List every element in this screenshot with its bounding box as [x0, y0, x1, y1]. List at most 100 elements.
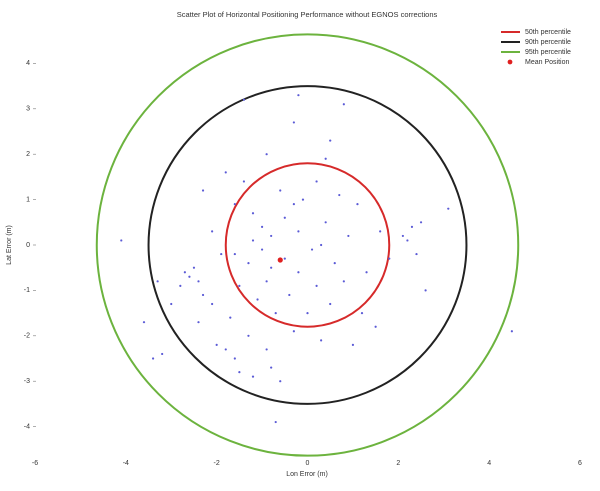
point	[270, 234, 273, 238]
point	[229, 316, 232, 319]
point	[510, 330, 513, 333]
y-tick-label: -2	[24, 333, 30, 340]
y-tick-label: 0	[26, 242, 30, 249]
y-tick-label: -4	[24, 423, 30, 430]
point	[247, 334, 250, 337]
point	[288, 293, 291, 297]
legend-label: 50th percentile	[525, 29, 571, 36]
point	[283, 216, 286, 219]
point	[211, 230, 214, 233]
point	[247, 262, 250, 265]
point	[251, 375, 255, 378]
y-tick-label: 1	[26, 196, 30, 203]
point	[242, 98, 246, 101]
y-tick-label: -1	[24, 287, 30, 294]
point	[374, 325, 377, 328]
point	[320, 339, 323, 342]
point	[297, 271, 300, 274]
point	[329, 139, 332, 142]
point	[265, 280, 268, 283]
legend-label: 90th percentile	[525, 39, 571, 46]
point	[292, 330, 295, 333]
point	[270, 266, 273, 269]
point	[324, 221, 327, 224]
point	[297, 94, 300, 97]
point	[201, 293, 205, 297]
point	[279, 380, 282, 383]
x-tick-label: -6	[32, 460, 38, 467]
percentile-circle	[95, 33, 520, 457]
point	[215, 343, 218, 346]
point	[233, 357, 236, 360]
point	[333, 262, 336, 265]
point	[401, 234, 404, 238]
point	[211, 302, 214, 306]
x-tick-label: -2	[214, 460, 220, 467]
point	[265, 348, 268, 351]
point	[310, 248, 314, 251]
y-tick-label: -3	[24, 378, 30, 385]
point	[388, 257, 391, 260]
legend-swatch	[507, 59, 513, 65]
legend: 50th percentile 90th percentile 95th perce…	[498, 26, 593, 70]
point	[251, 212, 255, 215]
point	[156, 280, 159, 283]
mean-point	[277, 257, 283, 263]
point	[315, 180, 318, 183]
legend-label: 95th percentile	[525, 49, 571, 56]
point	[379, 230, 382, 233]
percentile-circle	[147, 85, 468, 405]
point	[183, 271, 186, 274]
x-tick-label: 6	[578, 460, 582, 467]
point	[360, 312, 364, 315]
point	[188, 275, 191, 278]
point	[197, 321, 200, 324]
point	[265, 153, 268, 156]
point	[260, 225, 264, 228]
point	[233, 203, 236, 206]
y-axis-label: Lat Error (m)	[6, 225, 13, 265]
point	[220, 252, 223, 256]
point	[279, 189, 282, 192]
percentile-circle	[224, 162, 391, 328]
point	[292, 203, 295, 206]
point	[242, 180, 246, 183]
x-tick-label: 0	[306, 460, 310, 467]
point	[292, 121, 295, 124]
point	[170, 302, 173, 306]
point	[415, 252, 418, 256]
point	[120, 239, 123, 242]
x-axis-label: Lon Error (m)	[286, 471, 328, 478]
point	[161, 352, 164, 356]
point	[201, 189, 205, 192]
point	[320, 243, 323, 247]
legend-label: Mean Position	[525, 59, 569, 66]
point	[238, 371, 241, 374]
point	[424, 289, 427, 292]
x-tick-label: 2	[396, 460, 400, 467]
point	[351, 343, 355, 346]
x-tick-label: 4	[487, 460, 491, 467]
point	[224, 348, 227, 351]
point	[224, 171, 227, 174]
point	[274, 420, 277, 424]
point	[365, 271, 368, 274]
point	[338, 193, 341, 197]
point	[256, 298, 259, 301]
point	[297, 230, 300, 233]
point	[270, 366, 273, 369]
y-tick-label: 3	[26, 106, 30, 113]
point	[274, 312, 277, 315]
point	[260, 248, 264, 251]
y-tick-label: 4	[26, 60, 30, 67]
point	[342, 103, 345, 106]
point	[192, 266, 196, 269]
point	[179, 284, 182, 287]
point	[447, 207, 450, 210]
point	[151, 357, 155, 360]
point	[324, 157, 327, 160]
point	[238, 284, 241, 287]
y-tick-label: 2	[26, 151, 30, 158]
point	[410, 225, 414, 228]
